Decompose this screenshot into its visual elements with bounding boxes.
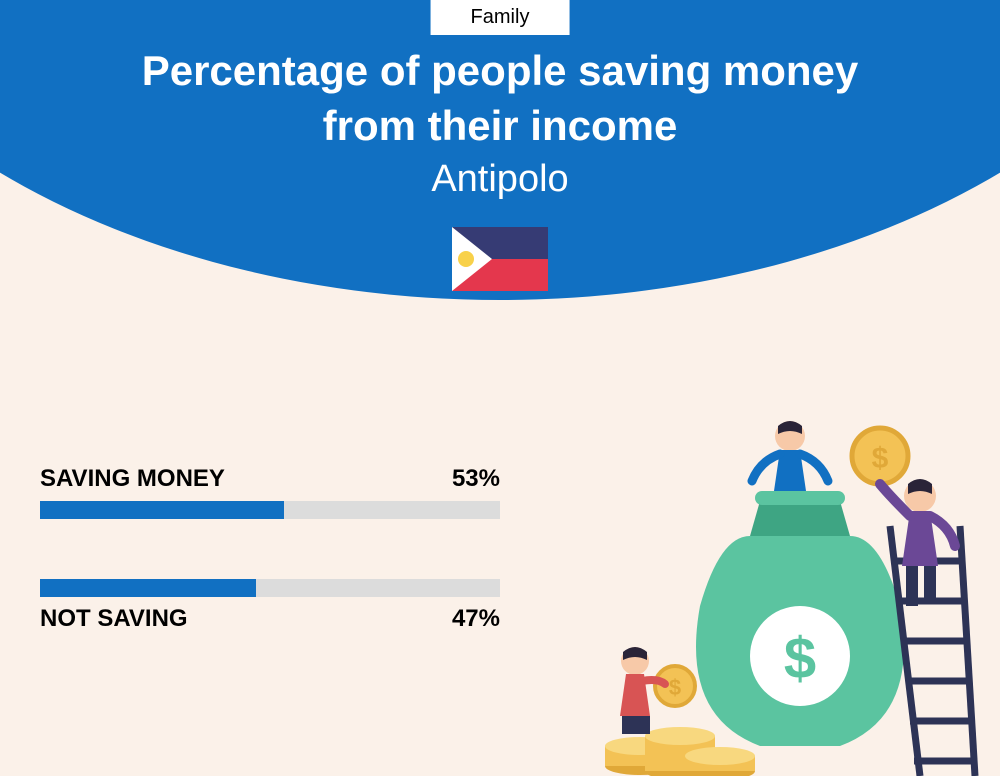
bar-fill (40, 501, 284, 519)
bar-not-saving: NOT SAVING 47% (40, 579, 500, 633)
coin-stack-icon (605, 727, 755, 776)
title-line-2: from their income (323, 102, 678, 149)
bar-label-row: SAVING MONEY 53% (40, 465, 500, 493)
svg-text:$: $ (784, 626, 816, 691)
savings-illustration: $ $ $ (580, 406, 980, 776)
bar-label-row: NOT SAVING 47% (40, 605, 500, 633)
bar-label: NOT SAVING (40, 605, 188, 633)
category-tag: Family (431, 0, 570, 35)
flag-philippines (452, 227, 548, 291)
bar-saving-money: SAVING MONEY 53% (40, 465, 500, 519)
bar-fill (40, 579, 256, 597)
bar-value: 47% (452, 605, 500, 633)
bar-chart: SAVING MONEY 53% NOT SAVING 47% (40, 465, 500, 693)
person-sitting-icon: $ (620, 647, 695, 734)
svg-text:$: $ (669, 675, 681, 700)
flag-sun-icon (458, 251, 474, 267)
main-title: Percentage of people saving money from t… (0, 44, 1000, 153)
bar-label: SAVING MONEY (40, 465, 225, 493)
title-line-1: Percentage of people saving money (142, 47, 859, 94)
bar-track (40, 579, 500, 597)
bar-track (40, 501, 500, 519)
money-bag-icon: $ (696, 491, 904, 746)
svg-text:$: $ (872, 442, 889, 475)
person-top-icon (752, 421, 828, 491)
subtitle: Antipolo (0, 158, 1000, 201)
bar-value: 53% (452, 465, 500, 493)
